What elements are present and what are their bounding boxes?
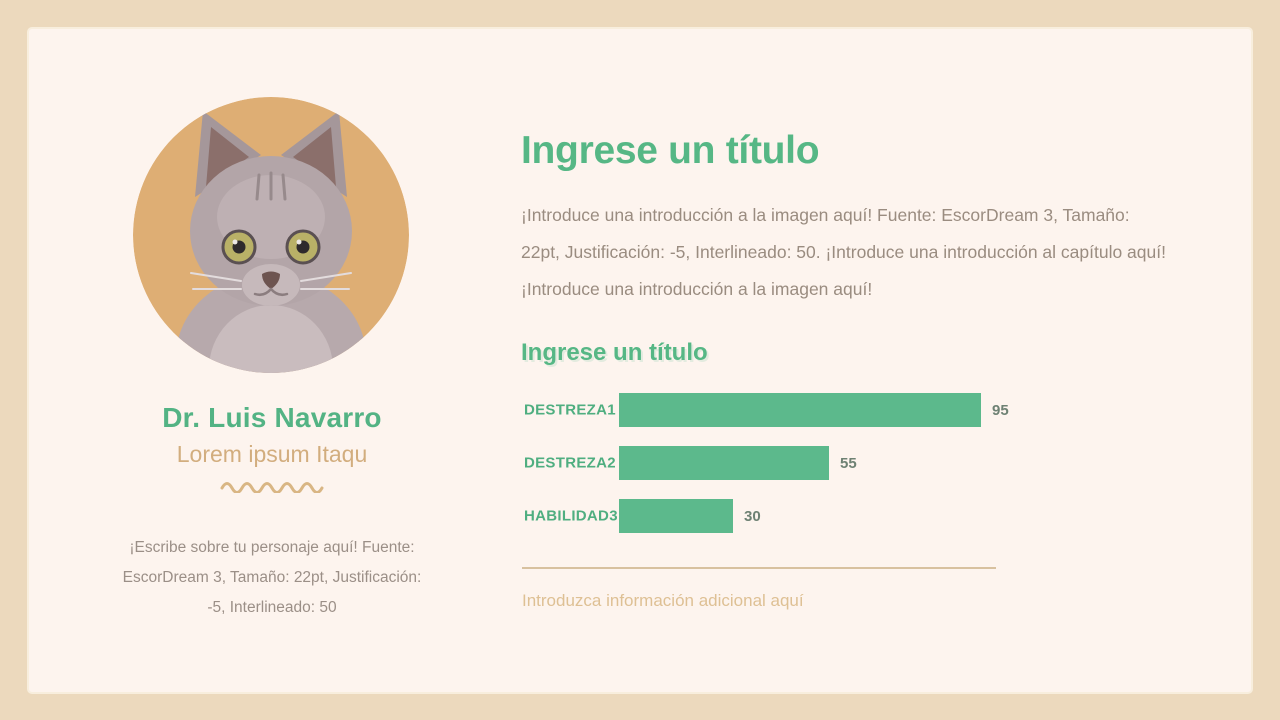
- profile-name: Dr. Luis Navarro: [162, 402, 382, 433]
- bar-row-habilidad3: HABILIDAD3 30: [521, 499, 1161, 533]
- page-title: Ingrese un título: [521, 129, 820, 172]
- footer-divider: [522, 567, 996, 569]
- intro-paragraph: ¡Introduce una introducción a la imagen …: [521, 205, 1166, 299]
- squiggle-wave-icon: [220, 482, 324, 493]
- bar: [619, 393, 981, 427]
- profile-description: ¡Escribe sobre tu personaje aquí! Fuente…: [122, 539, 422, 616]
- profile-subtitle: Lorem ipsum Itaqu: [176, 441, 368, 467]
- bar-label: DESTREZA1: [524, 401, 616, 419]
- footer-note: Introduzca información adicional aquí: [522, 591, 804, 610]
- skill-bar-chart: DESTREZA1 95 DESTREZA2 55 HABILIDAD3 30: [521, 393, 1161, 552]
- bar-value: 30: [744, 507, 761, 525]
- chart-title: Ingrese un título: [521, 339, 708, 366]
- bar-label: DESTREZA2: [524, 454, 616, 472]
- bar-row-destreza2: DESTREZA2 55: [521, 446, 1161, 480]
- bar-label: HABILIDAD3: [524, 507, 618, 525]
- bar-row-destreza1: DESTREZA1 95: [521, 393, 1161, 427]
- profile-card: Dr. Luis Navarro Lorem ipsum Itaqu ¡Escr…: [27, 27, 1253, 694]
- bar-value: 95: [992, 401, 1009, 419]
- bar: [619, 446, 829, 480]
- bar-value: 55: [840, 454, 857, 472]
- bar: [619, 499, 733, 533]
- kitten-photo-illustration: [133, 97, 409, 373]
- profile-photo: [133, 97, 409, 373]
